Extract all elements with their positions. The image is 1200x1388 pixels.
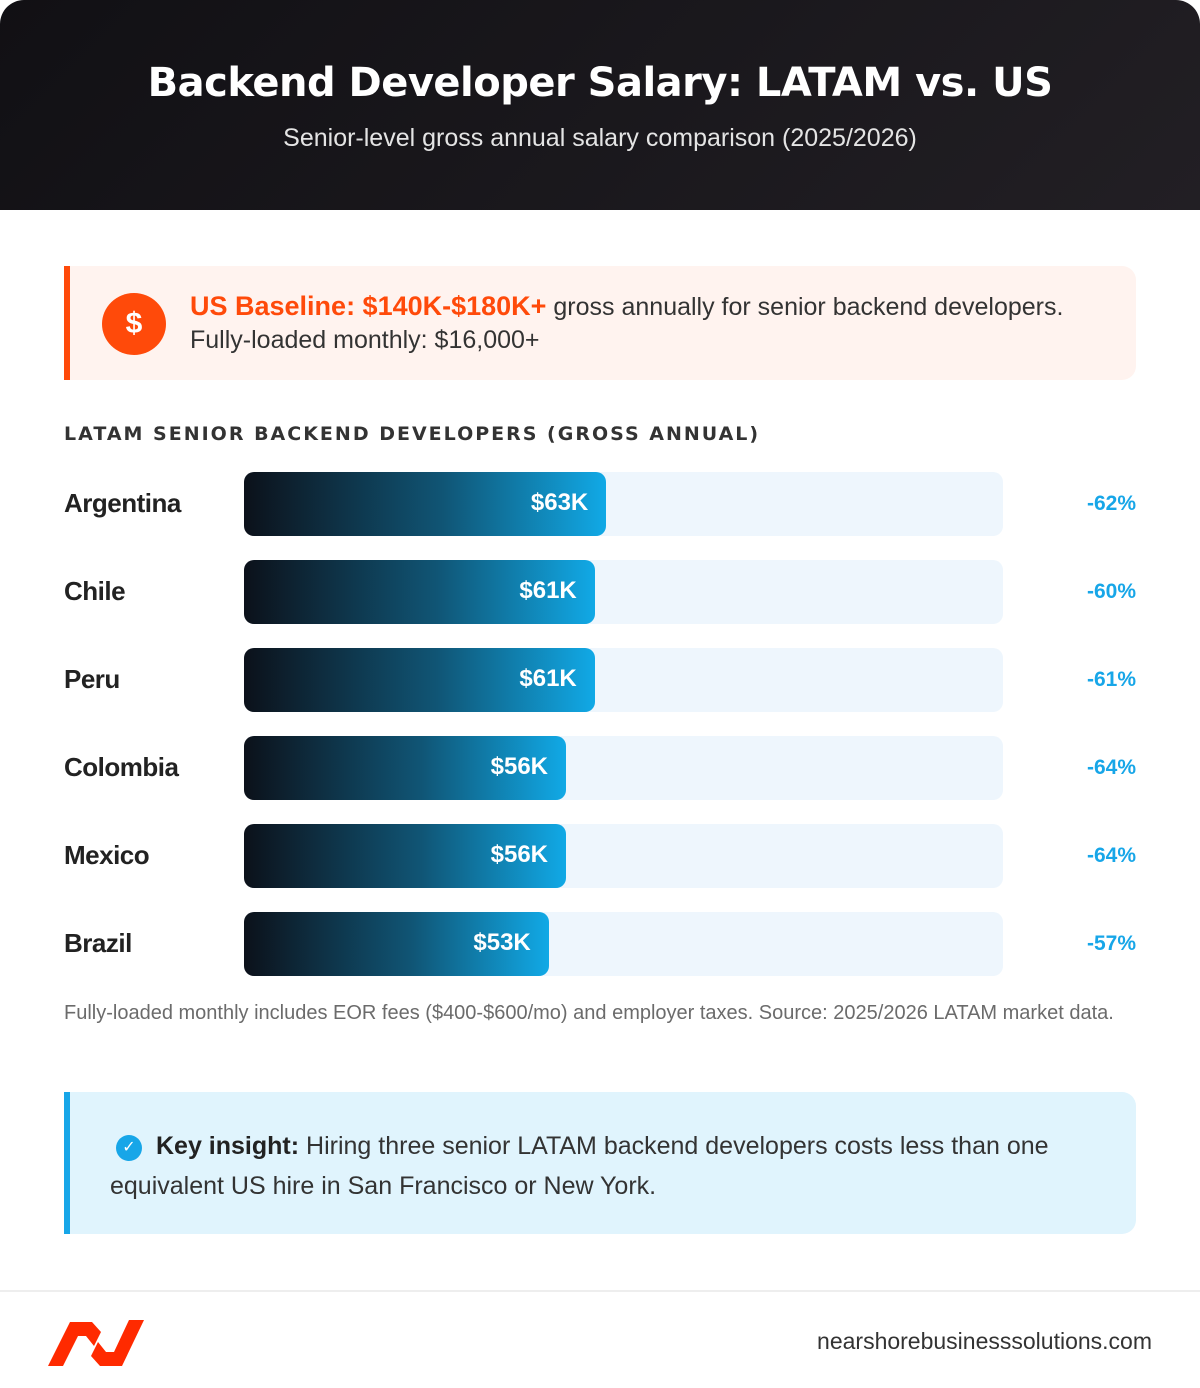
bar-value-label: $53K [473,929,531,956]
category-label: Mexico [64,840,150,870]
bar: $56K [244,824,566,888]
chart-title: LATAM SENIOR BACKEND DEVELOPERS (GROSS A… [64,423,761,445]
dollar-icon: $ [102,293,166,355]
bar-track: $61K [244,648,1003,712]
page-subtitle: Senior-level gross annual salary compari… [283,124,917,152]
check-circle-icon: ✓ [116,1135,142,1161]
bar-row: Argentina $63K -62% [64,472,1136,536]
bar: $53K [244,912,549,976]
insight-text: Hiring three senior LATAM backend develo… [110,1132,1049,1200]
bar-value-label: $56K [490,841,548,868]
bar: $63K [244,472,607,536]
bar-value-label: $61K [519,665,577,692]
bar-row: Peru $61K -61% [64,648,1136,712]
page-title: Backend Developer Salary: LATAM vs. US [147,60,1053,106]
category-label: Colombia [64,752,179,782]
bar-row: Chile $61K -60% [64,560,1136,624]
diff-label: -61% [1086,668,1136,691]
insight-label: Key insight: [156,1132,300,1160]
diff-label: -62% [1086,492,1136,515]
us-baseline-callout: $ US Baseline: $140K-$180K+ gross annual… [64,266,1136,380]
bar-row: Brazil $53K -57% [64,912,1136,976]
diff-label: -64% [1086,756,1136,779]
bar-track: $61K [244,560,1003,624]
category-label: Peru [64,664,120,694]
bar-track: $63K [244,472,1003,536]
bar-row: Colombia $56K -64% [64,736,1136,800]
bar-value-label: $61K [519,577,577,604]
baseline-text: gross annually for senior backend develo… [546,293,1064,321]
bar-row: Mexico $56K -64% [64,824,1136,888]
category-label: Argentina [64,488,181,518]
bar-track: $56K [244,736,1003,800]
diff-label: -57% [1086,932,1136,955]
baseline-monthly: Fully-loaded monthly: $16,000+ [190,326,540,354]
bar: $61K [244,648,595,712]
bar-value-label: $56K [490,753,548,780]
bar-track: $56K [244,824,1003,888]
bar: $61K [244,560,595,624]
category-label: Chile [64,576,126,606]
category-label: Brazil [64,928,132,958]
baseline-highlight: US Baseline: $140K-$180K+ [190,291,547,321]
diff-label: -64% [1086,844,1136,867]
header: Backend Developer Salary: LATAM vs. US S… [0,0,1200,210]
bar-track: $53K [244,912,1003,976]
website-link[interactable]: nearshorebusinesssolutions.com [817,1328,1152,1354]
footnote: Fully-loaded monthly includes EOR fees (… [64,1002,1114,1024]
footer: nearshorebusinesssolutions.com [0,1290,1200,1388]
bar-value-label: $63K [530,489,589,516]
diff-label: -60% [1086,580,1136,603]
key-insight-callout: ✓ Key insight: Hiring three senior LATAM … [64,1092,1136,1234]
bar: $56K [244,736,566,800]
brand-logo [48,1320,144,1366]
